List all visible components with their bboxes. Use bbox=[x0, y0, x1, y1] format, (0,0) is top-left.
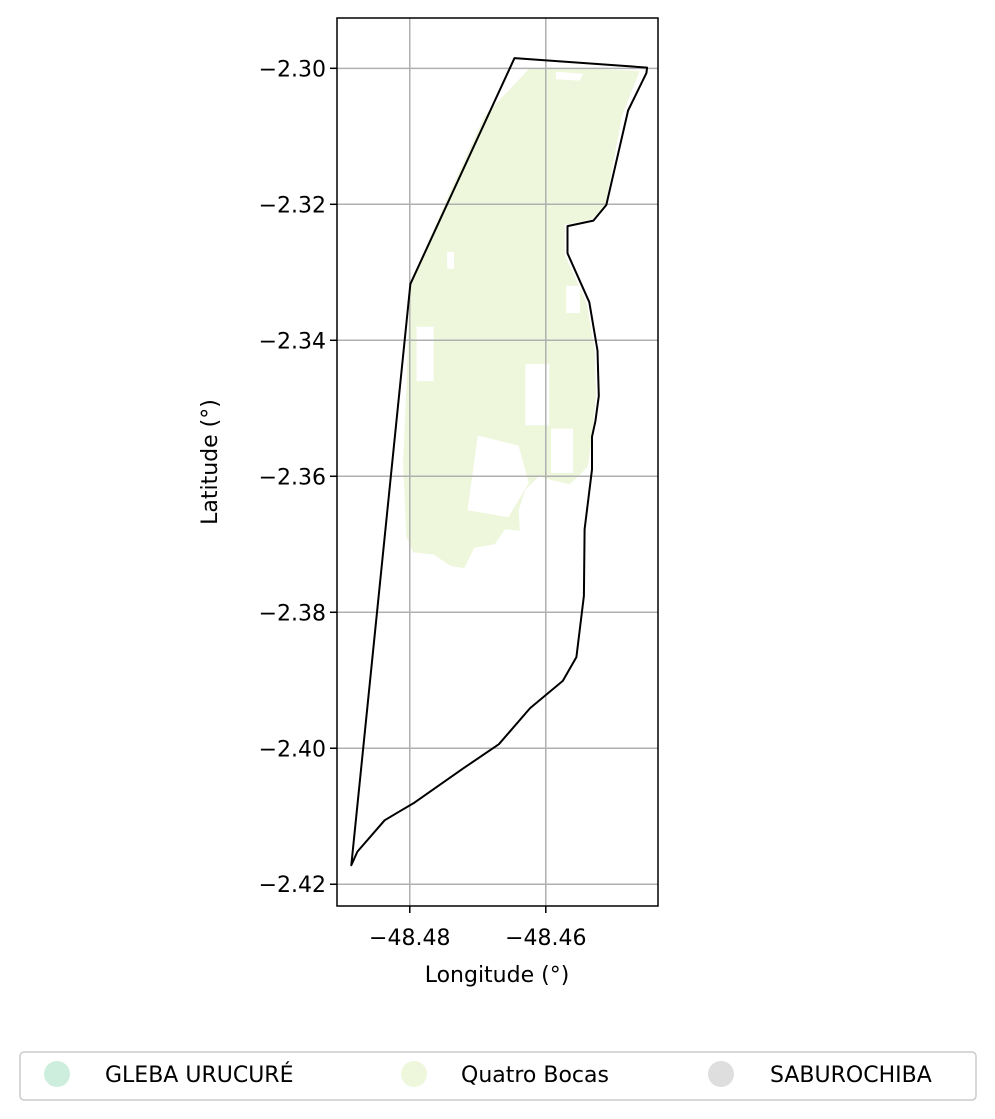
y-tick-label-4: −2.38 bbox=[259, 601, 326, 626]
legend: GLEBA URUCURÉ Quatro Bocas SABUROCHIBA bbox=[20, 1052, 976, 1100]
legend-marker-saburochiba bbox=[708, 1061, 734, 1087]
y-tick-label-6: −2.42 bbox=[259, 873, 326, 898]
legend-label-quatro-bocas: Quatro Bocas bbox=[461, 1063, 609, 1088]
legend-marker-quatro-bocas bbox=[401, 1061, 427, 1087]
y-tick-label-2: −2.34 bbox=[259, 329, 326, 354]
x-axis-label: Longitude (°) bbox=[425, 963, 570, 988]
y-axis-label: Latitude (°) bbox=[198, 399, 223, 525]
x-ticks-layer: −48.48 −48.46 bbox=[369, 906, 586, 951]
y-tick-label-3: −2.36 bbox=[259, 465, 326, 490]
legend-label-gleba-urucure: GLEBA URUCURÉ bbox=[105, 1062, 293, 1088]
y-tick-label-5: −2.40 bbox=[259, 737, 326, 762]
x-tick-label-1: −48.46 bbox=[505, 926, 586, 951]
y-tick-label-1: −2.32 bbox=[259, 193, 326, 218]
legend-marker-gleba-urucure bbox=[44, 1061, 70, 1087]
y-ticks-layer: −2.30 −2.32 −2.34 −2.36 −2.38 −2.40 −2.42 bbox=[259, 57, 337, 898]
legend-label-saburochiba: SABUROCHIBA bbox=[770, 1063, 932, 1088]
x-tick-label-0: −48.48 bbox=[369, 926, 450, 951]
y-tick-label-0: −2.30 bbox=[259, 57, 326, 82]
